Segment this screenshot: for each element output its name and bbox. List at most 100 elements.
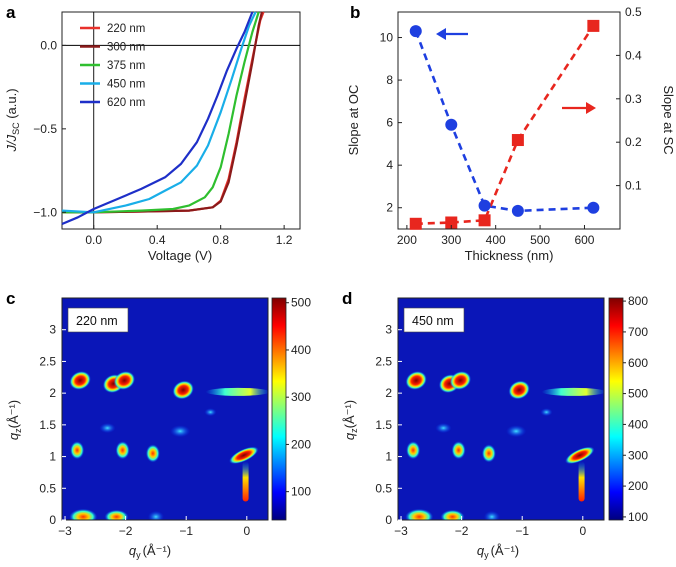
pd-faint-peak xyxy=(540,408,553,417)
panel-b-x-ticks: 200 300 400 500 600 xyxy=(397,225,595,247)
pd-streak-peak xyxy=(541,387,604,396)
panel-c-label-box xyxy=(67,307,129,333)
panel-b-right-tick-label: 0.1 xyxy=(625,179,642,193)
panel-c-x-ticks: −3 −2 −1 0 xyxy=(58,516,250,538)
pd-colorbar-tick-label: 800 xyxy=(628,294,648,308)
pc-colorbar-tick-label: 400 xyxy=(291,343,311,357)
panel-b-x-tick-label: 600 xyxy=(574,233,594,247)
panel-a-y-tick-label: −0.5 xyxy=(33,122,57,136)
panel-d-y-label-sub: z xyxy=(349,428,359,433)
panel-c-y-label: qz(Å⁻¹) xyxy=(6,400,23,440)
legend-label-300-nm: 300 nm xyxy=(107,42,145,54)
panel-b-x-tick-label: 300 xyxy=(441,233,461,247)
panel-label-d: d xyxy=(342,289,352,308)
panel-b-right-tick-label: 0.2 xyxy=(625,135,642,149)
panel-b-series xyxy=(409,19,600,230)
arrow-left-head xyxy=(436,28,446,40)
pd-faint-peak xyxy=(506,425,527,438)
panel-a-x-tick-label: 1.2 xyxy=(276,233,293,247)
pc-y-tick-label: 3 xyxy=(49,323,56,337)
panel-b-left-y-label: Slope at OC xyxy=(346,85,361,156)
pc-colorbar-tick-label: 100 xyxy=(291,485,311,499)
panel-b-line-left xyxy=(414,30,594,213)
panel-d-x-label: qy (Å⁻¹) xyxy=(477,543,519,560)
panel-label-c: c xyxy=(6,289,15,308)
pc-streak-peak xyxy=(205,387,268,396)
panel-b-left-ticks: 2 4 6 8 10 xyxy=(380,31,402,215)
pc-bragg-peak xyxy=(229,446,259,464)
pc-specular-streak xyxy=(242,461,249,502)
panel-b-right-y-label: Slope at SC xyxy=(661,85,676,154)
panel-a-x-tick-label: 0.8 xyxy=(212,233,229,247)
pc-y-tick-label: 1.5 xyxy=(39,418,56,432)
panel-b-slope-chart: 200 300 400 500 600 2 4 6 8 10 0.1 0.2 0.3 0.4 0.5 T… xyxy=(346,5,676,263)
panel-d-giwaxs-map: 450 nm −3 −2 −1 0 0 0.5 1 1.5 2 2.5 3 800 700 600 50… xyxy=(342,294,648,560)
panel-b-right-tick-label: 0.5 xyxy=(625,5,642,19)
panel-b-point-oc xyxy=(511,204,524,217)
panel-b-right-tick-label: 0.3 xyxy=(625,92,642,106)
panel-b-point-sc xyxy=(587,19,600,32)
pd-y-tick-label: 1 xyxy=(385,450,392,464)
pd-colorbar-tick-label: 400 xyxy=(628,417,648,431)
pd-bragg-peak xyxy=(565,446,595,464)
panel-b-point-sc xyxy=(445,216,458,229)
pd-colorbar-tick-label: 600 xyxy=(628,356,648,370)
panel-a-y-tick-label: 0.0 xyxy=(40,38,57,52)
pd-bragg-peak xyxy=(449,371,472,390)
panel-a-y-label-sub: SC xyxy=(11,122,21,135)
panel-a-series xyxy=(61,11,300,229)
pc-y-tick-label: 0.5 xyxy=(39,481,56,495)
panel-a-y-label-main: J/J xyxy=(4,134,19,152)
pd-colorbar-tick-label: 700 xyxy=(628,325,648,339)
panel-d-y-label-q: q xyxy=(342,432,357,440)
panel-b-point-sc xyxy=(478,214,491,227)
pd-x-tick-label: −1 xyxy=(515,524,529,538)
panel-d-y-label-unit: (Å⁻¹) xyxy=(342,400,357,429)
pc-y-tick-label: 2 xyxy=(49,386,56,400)
pd-colorbar-tick-label: 300 xyxy=(628,448,648,462)
pc-x-tick-label: −3 xyxy=(58,524,72,538)
pc-colorbar-tick-label: 200 xyxy=(291,437,311,451)
panel-d-colorbar xyxy=(608,297,624,521)
pc-faint-peak xyxy=(204,408,217,417)
pd-y-tick-label: 3 xyxy=(385,323,392,337)
panel-b-point-oc xyxy=(445,118,458,131)
panel-d-x-label-q: q xyxy=(477,543,485,558)
pd-x-tick-label: 0 xyxy=(579,524,586,538)
panel-b-x-tick-label: 500 xyxy=(530,233,550,247)
arrow-to-left-axis xyxy=(436,28,468,40)
panel-a-curve-620-nm xyxy=(61,11,254,226)
panel-b-left-tick-label: 4 xyxy=(386,158,393,172)
pc-x-tick-label: 0 xyxy=(243,524,250,538)
pd-bragg-peak xyxy=(405,371,427,390)
panel-b-right-ticks: 0.1 0.2 0.3 0.4 0.5 xyxy=(616,5,642,193)
panel-a-iv-curves: 0.0 0.4 0.8 1.2 0.0 −0.5 −1.0 220 nm 300 nm 375… xyxy=(4,11,301,263)
panel-a-y-label-tail: (a.u.) xyxy=(4,88,19,122)
panel-label-b: b xyxy=(350,3,360,22)
panel-a-x-tick-label: 0.4 xyxy=(149,233,166,247)
panel-c-y-ticks: 0 0.5 1 1.5 2 2.5 3 xyxy=(39,323,66,527)
pd-colorbar-tick-label: 500 xyxy=(628,387,648,401)
panel-b-point-oc xyxy=(409,25,422,38)
pd-y-tick-label: 2.5 xyxy=(375,354,392,368)
panel-d-x-label-unit: (Å⁻¹) xyxy=(491,543,520,558)
legend-label-375-nm: 375 nm xyxy=(107,60,145,72)
panel-b-x-label: Thickness (nm) xyxy=(465,248,554,263)
legend-label-620-nm: 620 nm xyxy=(107,97,145,109)
panel-a-frame xyxy=(61,11,301,230)
panel-d-frame xyxy=(397,297,605,521)
pc-low-q-peak xyxy=(104,509,129,520)
pc-y-tick-label: 2.5 xyxy=(39,354,56,368)
panel-c-colorbar xyxy=(271,297,287,521)
panel-a-curve-450-nm xyxy=(61,11,257,214)
panel-b-point-sc xyxy=(511,134,524,147)
panel-b-x-tick-label: 200 xyxy=(397,233,417,247)
pc-faint-peak xyxy=(99,423,116,434)
pd-low-q-peak xyxy=(440,509,465,520)
panel-d-y-ticks: 0 0.5 1 1.5 2 2.5 3 xyxy=(375,323,402,527)
pd-bragg-peak xyxy=(406,441,421,460)
pc-bragg-peak xyxy=(115,441,130,460)
pc-low-q-peak xyxy=(69,508,98,520)
panel-c-x-label-unit: (Å⁻¹) xyxy=(143,543,172,558)
pc-faint-peak xyxy=(170,425,191,438)
